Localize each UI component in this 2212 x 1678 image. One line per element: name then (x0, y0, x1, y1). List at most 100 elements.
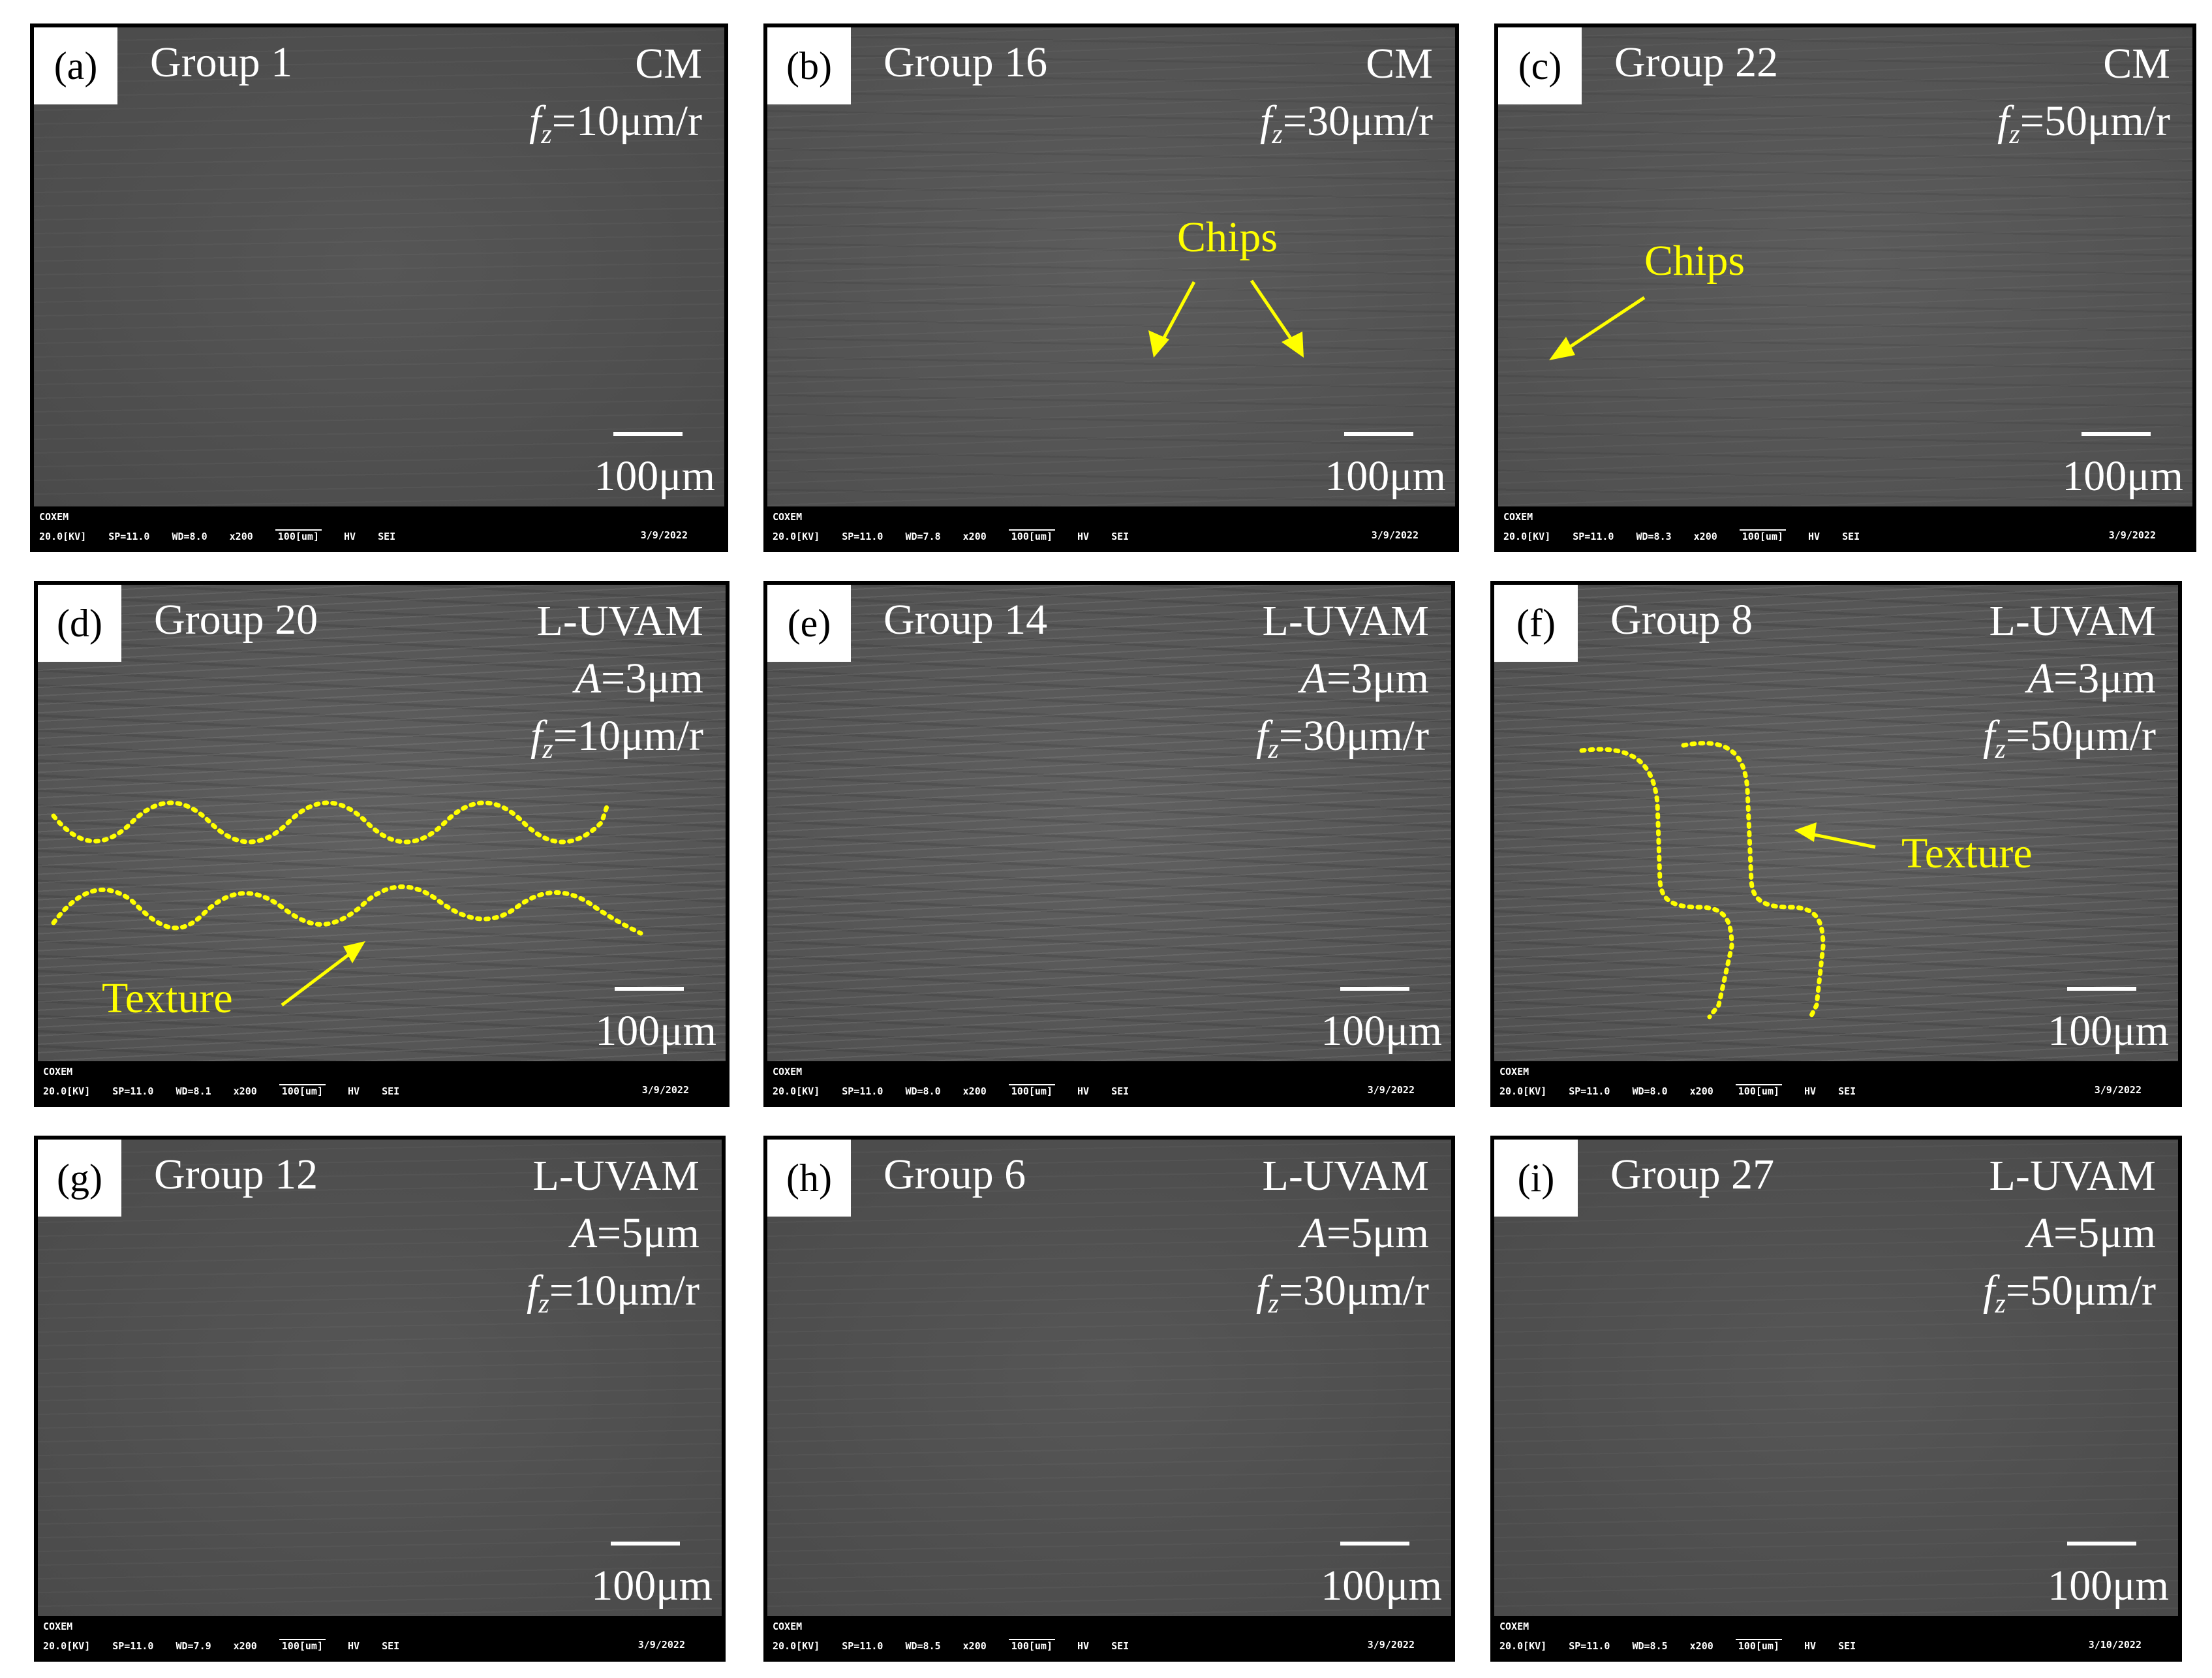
scale-bar (611, 1542, 680, 1546)
group-title: Group 6 (883, 1151, 1026, 1198)
scale-bar (2067, 1542, 2136, 1546)
panel-letter: (h) (767, 1140, 851, 1217)
process-params: CM fz=30μm/r (1260, 35, 1433, 150)
texture-annotation: Texture (1901, 830, 2033, 877)
panel-h: (h) Group 6 L-UVAM A=5μm fz=30μm/r 100μm… (763, 1136, 1455, 1662)
feed-label: fz=30μm/r (1256, 712, 1429, 764)
date: 3/9/2022 (2094, 1084, 2142, 1096)
sem-info-bar: COXEM 20.0[KV] SP=11.0 WD=7.8 x200 100[um] HV… (767, 508, 1455, 548)
feed-label: fz=50μm/r (1997, 97, 2170, 149)
mode-label: L-UVAM (536, 597, 703, 645)
mode-label: CM (2103, 40, 2170, 87)
brand: COXEM (43, 1621, 73, 1632)
sem-image (34, 27, 724, 506)
date: 3/9/2022 (1367, 1084, 1415, 1096)
amplitude-label: A=3μm (1300, 655, 1429, 702)
sem-params: 20.0[KV] SP=11.0 WD=7.8 x200 100[um] HV SEI (773, 529, 1129, 542)
date: 3/9/2022 (637, 1639, 685, 1651)
sem-info-bar: COXEM 20.0[KV] SP=11.0 WD=8.3 x200 100[um] HV… (1498, 508, 2192, 548)
scale-label: 100μm (1321, 1007, 1442, 1055)
panel-i: (i) Group 27 L-UVAM A=5μm fz=50μm/r 100μ… (1490, 1136, 2182, 1662)
group-title: Group 8 (1610, 596, 1753, 644)
sem-image (767, 585, 1451, 1061)
group-title: Group 20 (154, 596, 318, 644)
sem-params: 20.0[KV] SP=11.0 WD=8.0 x200 100[um] HV SEI (1499, 1084, 1856, 1097)
feed-label: fz=30μm/r (1260, 97, 1433, 149)
panel-letter: (i) (1494, 1140, 1578, 1217)
panel-letter: (a) (34, 27, 117, 104)
panel-g: (g) Group 12 L-UVAM A=5μm fz=10μm/r 100μ… (34, 1136, 726, 1662)
process-params: L-UVAM A=5μm fz=50μm/r (1983, 1147, 2156, 1320)
scale-bar (1340, 1542, 1409, 1546)
panel-a: (a) Group 1 CM fz=10μm/r 100μm COXEM 20.… (30, 23, 728, 552)
panel-letter: (b) (767, 27, 851, 104)
brand: COXEM (1499, 1066, 1529, 1078)
scale-label: 100μm (1325, 452, 1446, 500)
sem-params: 20.0[KV] SP=11.0 WD=8.1 x200 100[um] HV SEI (43, 1084, 400, 1097)
chips-annotation: Chips (1644, 237, 1745, 285)
panel-c: (c) Group 22 CM fz=50μm/r Chips 100μm CO… (1494, 23, 2196, 552)
group-title: Group 27 (1610, 1151, 1775, 1198)
mode-label: L-UVAM (532, 1152, 699, 1200)
sem-info-bar: COXEM 20.0[KV] SP=11.0 WD=8.0 x200 100[um] HV… (1494, 1063, 2178, 1103)
date: 3/9/2022 (640, 529, 688, 541)
panel-f: (f) Group 8 L-UVAM A=3μm fz=50μm/r Textu… (1490, 581, 2182, 1107)
amplitude-label: A=5μm (1300, 1209, 1429, 1257)
panel-e: (e) Group 14 L-UVAM A=3μm fz=30μm/r 100μ… (763, 581, 1455, 1107)
scale-bar (1344, 432, 1413, 436)
scale-bar (613, 432, 683, 436)
scale-label: 100μm (2062, 452, 2183, 500)
process-params: CM fz=50μm/r (1997, 35, 2170, 150)
sem-info-bar: COXEM 20.0[KV] SP=11.0 WD=8.5 x200 100[um] HV… (767, 1617, 1451, 1658)
brand: COXEM (39, 511, 69, 523)
panel-b: (b) Group 16 CM fz=30μm/r Chips 100μm CO… (763, 23, 1459, 552)
brand: COXEM (773, 1066, 803, 1078)
process-params: L-UVAM A=5μm fz=10μm/r (527, 1147, 699, 1320)
panel-letter: (c) (1498, 27, 1582, 104)
sem-image (1498, 27, 2192, 506)
mode-label: L-UVAM (1989, 1152, 2156, 1200)
feed-label: fz=30μm/r (1256, 1267, 1429, 1319)
panel-letter: (e) (767, 585, 851, 662)
sem-info-bar: COXEM 20.0[KV] SP=11.0 WD=8.5 x200 100[um] HV… (1494, 1617, 2178, 1658)
panel-letter: (d) (38, 585, 121, 662)
sem-info-bar: COXEM 20.0[KV] SP=11.0 WD=7.9 x200 100[um] HV… (38, 1617, 722, 1658)
scale-label: 100μm (2048, 1562, 2169, 1609)
panel-letter: (g) (38, 1140, 121, 1217)
scale-label: 100μm (594, 452, 715, 500)
sem-params: 20.0[KV] SP=11.0 WD=7.9 x200 100[um] HV SEI (43, 1639, 400, 1652)
group-title: Group 12 (154, 1151, 318, 1198)
scale-bar (2081, 432, 2151, 436)
date: 3/10/2022 (2088, 1639, 2142, 1651)
feed-label: fz=10μm/r (530, 712, 703, 764)
sem-info-bar: COXEM 20.0[KV] SP=11.0 WD=8.0 x200 100[um] HV… (767, 1063, 1451, 1103)
feed-label: fz=10μm/r (529, 97, 702, 149)
scale-bar (1340, 987, 1409, 991)
group-title: Group 22 (1614, 39, 1779, 86)
process-params: L-UVAM A=3μm fz=50μm/r (1983, 593, 2156, 765)
brand: COXEM (773, 1621, 803, 1632)
panel-d: (d) Group 20 L-UVAM A=3μm fz=10μm/r Text… (34, 581, 730, 1107)
process-params: L-UVAM A=3μm fz=10μm/r (530, 593, 703, 765)
sem-image (38, 1140, 722, 1616)
amplitude-label: A=3μm (574, 655, 703, 702)
process-params: L-UVAM A=5μm fz=30μm/r (1256, 1147, 1429, 1320)
scale-bar (615, 987, 684, 991)
brand: COXEM (773, 511, 803, 523)
group-title: Group 16 (883, 39, 1048, 86)
sem-image (1494, 1140, 2178, 1616)
date: 3/9/2022 (641, 1084, 689, 1096)
brand: COXEM (1499, 1621, 1529, 1632)
mode-label: L-UVAM (1262, 1152, 1429, 1200)
scale-label: 100μm (2048, 1007, 2169, 1055)
process-params: L-UVAM A=3μm fz=30μm/r (1256, 593, 1429, 765)
sem-params: 20.0[KV] SP=11.0 WD=8.3 x200 100[um] HV SEI (1503, 529, 1860, 542)
mode-label: L-UVAM (1989, 597, 2156, 645)
sem-image (767, 27, 1455, 506)
feed-label: fz=10μm/r (527, 1267, 699, 1319)
chips-annotation: Chips (1177, 213, 1278, 261)
amplitude-label: A=3μm (2027, 655, 2156, 702)
brand: COXEM (43, 1066, 73, 1078)
group-title: Group 1 (150, 39, 293, 86)
amplitude-label: A=5μm (2027, 1209, 2156, 1257)
